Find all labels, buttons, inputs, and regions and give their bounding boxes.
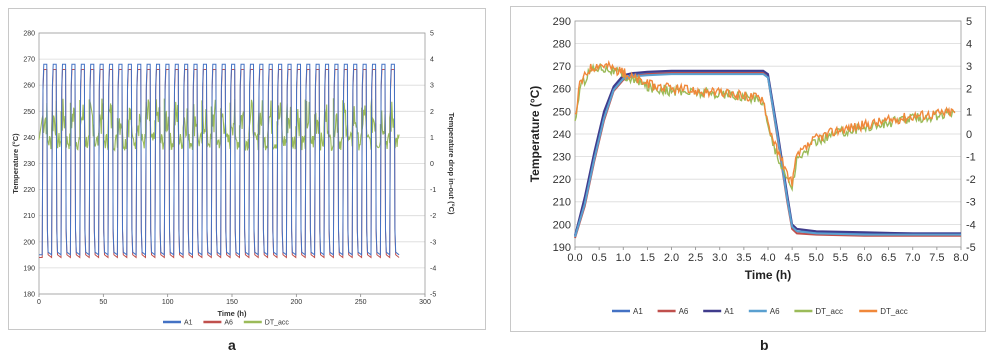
chart-b-xtick-label: 7.5 [929,252,944,264]
chart-a-xtick-label: 0 [37,299,41,306]
chart-b-xtick-label: 5.5 [833,252,848,264]
chart-a-ytick-label: 230 [23,161,35,168]
chart-panel-a: 180 190 200 210 220 230 240 250 260 270 280 -5 -4 -3-… [8,8,486,330]
chart-b-ylabel: Temperature (°C) [528,86,542,183]
chart-b-legend-label: DT_acc [880,307,908,316]
chart-b-legend-label: A6 [679,307,689,316]
chart-b-y2tick-label: 3 [966,61,972,73]
chart-b-y2tick-label: 0 [966,129,972,141]
chart-b-ytick-label: 280 [553,38,571,50]
chart-a-legend-label: DT_acc [265,319,290,326]
chart-b-ytick-label: 240 [553,129,571,141]
chart-a-y2tick-label: 0 [430,161,434,168]
chart-b-series-line [574,69,961,236]
chart-b-legend-label: A1 [633,307,643,316]
chart-b-xtick-label: 1.0 [616,252,631,264]
chart-a-ytick-label: 250 [23,109,35,116]
chart-b-series-line [574,73,961,238]
chart-a-y2tick-label: 1 [430,135,434,142]
chart-a-legend-label: A1 [184,319,193,326]
chart-a-y2tick-label: 5 [430,30,434,37]
chart-b-series-line [574,59,956,187]
chart-b-xtick-label: 7.0 [905,252,920,264]
chart-b-xtick-label: 4.5 [784,252,799,264]
chart-a-y2tick-label: 3 [430,83,434,90]
chart-a-y2tick-label: -1 [430,187,436,194]
chart-b-y2tick-label: 1 [966,106,972,118]
chart-a-xtick-label: 300 [419,299,431,306]
chart-b-y2tick-label: -2 [966,174,976,186]
chart-b-ytick-label: 220 [553,174,571,186]
chart-panel-b: 190 200 210 220 230 240 250 260 270 280 290 -5 -4 -3-… [510,6,986,332]
chart-a-xtick-label: 100 [162,299,174,306]
chart-a-ytick-label: 190 [23,265,35,272]
chart-b-ytick-label: 290 [553,16,571,28]
chart-a-xtick-label: 150 [226,299,238,306]
chart-b-xtick-label: 0.0 [567,252,582,264]
chart-a-y2tick-label: 2 [430,109,434,116]
chart-a-series-line [38,98,400,152]
chart-b-y2tick-label: 2 [966,84,972,96]
chart-b-xtick-label: 3.0 [712,252,727,264]
chart-b-ytick-label: 270 [553,61,571,73]
chart-b-xtick-label: 5.0 [809,252,824,264]
panel-label-b: b [760,337,769,353]
chart-b-svg: 190200210220230240250260270280290-5-4-3-… [528,16,976,316]
chart-a-xtick-label: 50 [99,299,107,306]
chart-a-ytick-label: 260 [23,83,35,90]
chart-a-svg: 180190200210220230240250260270280-5-4-3-… [11,30,456,326]
chart-b-xtick-label: 2.0 [664,252,679,264]
chart-b-series-line [574,72,961,239]
chart-b-y2tick-label: -4 [966,219,976,231]
chart-b-ytick-label: 190 [553,242,571,254]
panel-label-a: a [228,337,236,353]
chart-b-xtick-label: 6.0 [857,252,872,264]
chart-b-xlabel: Time (h) [745,268,791,282]
chart-a-y2tick-label: -5 [430,291,436,298]
chart-a-xlabel: Time (h) [217,309,247,318]
chart-a-ytick-label: 280 [23,30,35,37]
chart-b-y2tick-label: -5 [966,242,976,254]
chart-b-legend-label: A6 [770,307,780,316]
chart-b-xtick-label: 1.5 [640,252,655,264]
chart-b-y2tick-label: 4 [966,38,972,50]
chart-a-y2tick-label: -4 [430,265,436,272]
chart-b-ytick-label: 230 [553,151,571,163]
chart-b-series-line [574,70,961,236]
chart-a-legend-label: A6 [224,319,233,326]
chart-b-xtick-label: 8.0 [953,252,968,264]
chart-b-series-line [574,62,956,193]
chart-a-y2tick-label: -2 [430,213,436,220]
chart-a-ylabel: Temperature (°C) [11,133,20,194]
chart-b-y2tick-label: -1 [966,151,976,163]
chart-b-ytick-label: 200 [553,219,571,231]
chart-a-y2label: Temperature drop in-out (°C) [447,112,456,215]
chart-a-series-line [39,63,400,256]
chart-a-xtick-label: 250 [355,299,367,306]
chart-b-ytick-label: 210 [553,197,571,209]
chart-b-xtick-label: 3.5 [736,252,751,264]
chart-a-ytick-label: 180 [23,291,35,298]
chart-b-plot-frame [574,20,962,248]
chart-a-ytick-label: 270 [23,57,35,64]
chart-b-y2tick-label: 5 [966,16,972,28]
chart-a-plot-frame [38,32,426,295]
chart-b-xtick-label: 6.5 [881,252,896,264]
chart-b-legend-label: A1 [724,307,734,316]
chart-b-xtick-label: 0.5 [591,252,606,264]
chart-a-ytick-label: 220 [23,187,35,194]
chart-a-ytick-label: 200 [23,239,35,246]
chart-b-ytick-label: 250 [553,106,571,118]
chart-a-xtick-label: 200 [290,299,302,306]
chart-b-legend-label: DT_acc [815,307,843,316]
chart-a-ytick-label: 240 [23,135,35,142]
chart-b-xtick-label: 4.0 [760,252,775,264]
chart-a-y2tick-label: 4 [430,57,434,64]
chart-a-y2tick-label: -3 [430,239,436,246]
chart-b-xtick-label: 2.5 [688,252,703,264]
chart-a-ytick-label: 210 [23,213,35,220]
chart-b-y2tick-label: -3 [966,197,976,209]
chart-b-ytick-label: 260 [553,84,571,96]
